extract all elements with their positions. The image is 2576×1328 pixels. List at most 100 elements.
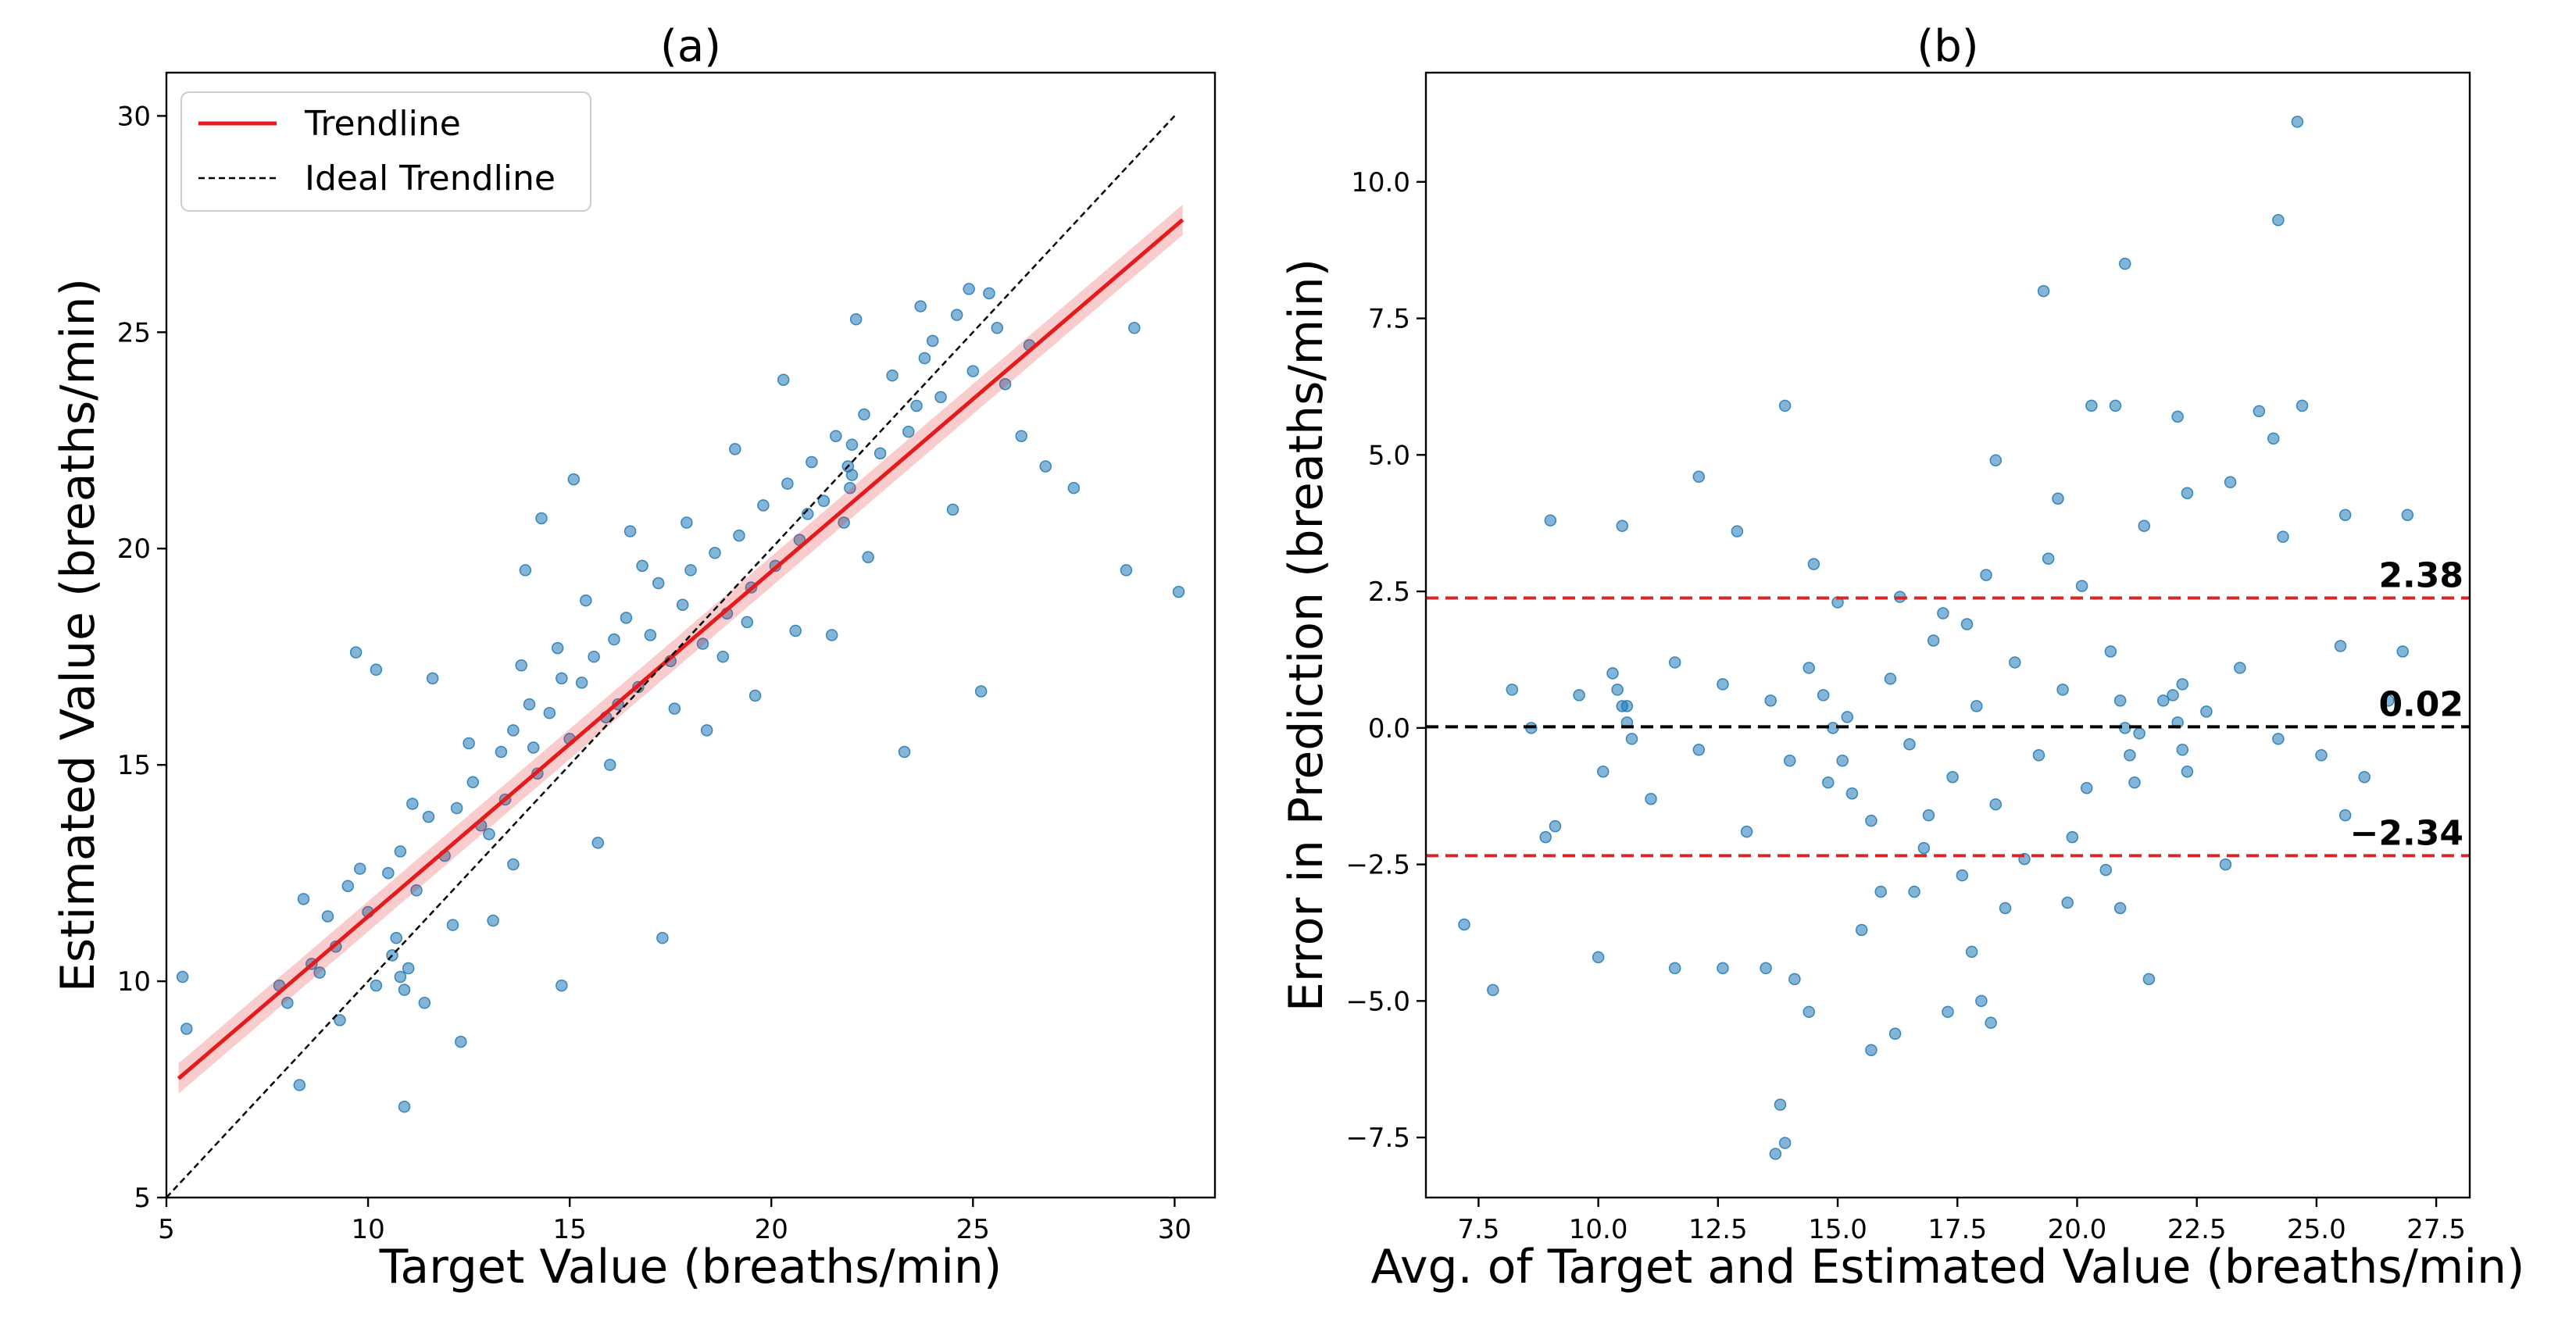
data-point <box>1807 558 1820 570</box>
data-point <box>2401 509 2414 521</box>
data-point <box>1865 814 1878 827</box>
data-point <box>2272 213 2285 227</box>
data-point <box>749 689 762 702</box>
data-point <box>2167 689 2179 701</box>
data-point <box>2267 432 2280 445</box>
y-tick-label: 20 <box>117 534 151 565</box>
data-point <box>604 759 616 771</box>
data-point <box>681 516 693 529</box>
data-point <box>2109 399 2122 412</box>
data-point <box>1668 656 1681 669</box>
data-point <box>313 966 326 979</box>
data-point <box>1692 744 1706 756</box>
data-point <box>1937 607 1949 619</box>
panel-b-x-axis-label: Avg. of Target and Estimated Value (brea… <box>1371 1240 2525 1294</box>
data-point <box>1841 711 1854 723</box>
data-point <box>830 430 842 442</box>
data-point <box>402 962 415 975</box>
data-point <box>934 391 947 404</box>
data-point <box>422 810 435 823</box>
x-tick-label: 25.0 <box>2287 1214 2346 1245</box>
data-point <box>1788 973 1801 986</box>
data-point <box>2066 830 2079 844</box>
reference-line-label: 2.38 <box>2378 555 2463 595</box>
data-point <box>1822 776 1835 789</box>
legend-ideal-trendline-label: Ideal Trendline <box>305 159 556 198</box>
data-point <box>2009 656 2021 669</box>
data-point <box>716 650 730 663</box>
data-point <box>519 564 532 577</box>
data-point <box>2099 863 2112 876</box>
panel-b-axes-frame <box>1424 71 2471 1199</box>
panel-b-title: (b) <box>1917 21 1978 72</box>
data-point <box>281 997 294 1009</box>
data-point <box>1128 322 1141 334</box>
data-point <box>1917 841 1931 855</box>
panel-a-x-axis-label: Target Value (breaths/min) <box>379 1240 1002 1294</box>
data-point <box>1606 667 1619 680</box>
data-point <box>567 473 581 486</box>
data-point <box>1645 792 1657 805</box>
data-point <box>817 494 831 508</box>
data-point <box>1458 918 1470 931</box>
data-point <box>1539 830 1552 844</box>
data-point <box>2338 809 2352 822</box>
y-tick-label: 30 <box>117 101 151 132</box>
data-point <box>1884 673 1897 685</box>
data-point <box>2138 519 2151 532</box>
data-point <box>1989 798 2003 811</box>
data-point <box>946 503 959 516</box>
data-point <box>293 1079 306 1091</box>
y-tick-label: 2.5 <box>1368 577 1410 608</box>
data-point <box>2133 727 2145 740</box>
data-point <box>1922 809 1935 822</box>
data-point <box>789 624 802 637</box>
data-point <box>696 637 709 650</box>
data-point <box>1965 945 1978 959</box>
data-point <box>700 724 713 737</box>
data-point <box>963 283 975 295</box>
data-point <box>1960 618 1974 630</box>
data-point <box>1942 1005 1954 1019</box>
panel-b-ticks: 7.5 10.0 12.5 15.0 17.5 20.0 22.5 25.0 27.5 −7.5 −… <box>1345 167 2466 1245</box>
data-point <box>1616 700 1629 712</box>
panel-a-y-axis-label: Estimated Value (breaths/min) <box>51 278 105 992</box>
x-tick-label: 27.5 <box>2406 1214 2466 1245</box>
data-point <box>515 659 527 672</box>
data-point <box>1625 733 1638 745</box>
data-point <box>608 633 620 646</box>
data-point <box>914 300 927 312</box>
data-point <box>910 399 923 412</box>
data-point <box>2382 694 2395 707</box>
data-point <box>321 910 334 923</box>
data-point <box>2181 766 2194 778</box>
x-tick-label: 25 <box>956 1214 990 1245</box>
data-point <box>2037 284 2050 298</box>
data-point <box>1487 984 1499 997</box>
data-point <box>1611 684 1624 696</box>
data-point <box>398 984 411 996</box>
data-point <box>1549 819 1562 833</box>
data-point <box>806 455 818 469</box>
x-tick-label: 15 <box>553 1214 587 1245</box>
panel-a-title: (a) <box>660 21 721 72</box>
data-point <box>623 525 637 537</box>
y-tick-label: 5 <box>134 1183 151 1214</box>
y-tick-label: 15 <box>117 750 151 781</box>
data-point <box>446 919 459 931</box>
data-point <box>2219 858 2232 871</box>
data-point <box>620 612 633 624</box>
data-point <box>1668 962 1681 975</box>
data-point <box>394 970 407 984</box>
data-point <box>2124 749 2136 762</box>
data-point <box>180 1023 193 1035</box>
y-tick-label: 0.0 <box>1368 713 1410 744</box>
data-point <box>406 798 419 810</box>
panel-b-y-axis-label: Error in Prediction (breaths/min) <box>1279 259 1334 1012</box>
data-point <box>1784 755 1796 767</box>
data-point <box>2075 580 2088 592</box>
data-point <box>966 365 980 377</box>
data-point <box>2128 776 2141 789</box>
x-tick-label: 5 <box>158 1214 175 1245</box>
data-point <box>1865 1044 1878 1057</box>
